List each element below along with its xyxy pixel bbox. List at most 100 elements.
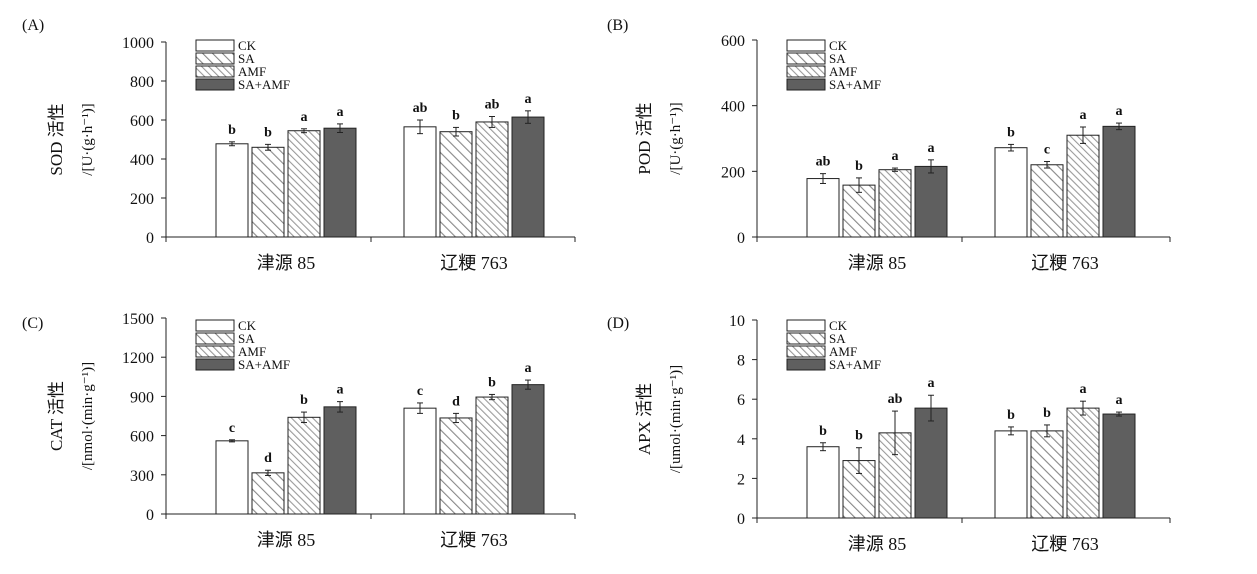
x-tick-label: 津源 85 xyxy=(257,253,316,273)
bar-sa-2 xyxy=(439,417,473,515)
bar-sa-1 xyxy=(251,146,285,238)
chart-panel-1: (A) 0 200 400 600 800 1000 SOD 活性 /[U·(g·h⁻¹)] b b… xyxy=(22,17,576,273)
significance-letter: a xyxy=(525,92,532,107)
bar-sa-amf-2 xyxy=(511,384,545,515)
bar-sa-amf-1 xyxy=(323,127,357,238)
bar-amf-1 xyxy=(287,416,321,515)
bar-amf-1 xyxy=(878,169,912,238)
chart-panel-3: (C) 0 300 600 900 1200 1500 CAT 活性 /[nmol·(min·g… xyxy=(22,311,576,550)
legend-swatch xyxy=(786,358,826,371)
y-axis-label: SOD 活性 xyxy=(47,103,66,175)
significance-letter: b xyxy=(452,108,460,123)
y-tick-label: 1000 xyxy=(122,35,154,52)
bar-sa-amf-2 xyxy=(1102,125,1136,238)
bar-ck-2 xyxy=(994,430,1028,519)
bar-sa-2 xyxy=(1030,164,1064,238)
bar-sa-1 xyxy=(842,184,876,238)
legend-entry: AMF xyxy=(238,344,266,359)
panel-label: (A) xyxy=(22,17,44,34)
significance-letter: a xyxy=(1080,108,1087,123)
bar-ck-2 xyxy=(994,147,1028,238)
y-tick-label: 10 xyxy=(729,313,745,330)
y-axis-label: POD 活性 xyxy=(635,102,654,174)
x-tick-label: 辽粳 763 xyxy=(1031,253,1099,273)
y-tick-label: 0 xyxy=(737,230,745,247)
significance-letter: a xyxy=(525,361,532,376)
legend-swatch xyxy=(195,78,235,91)
y-tick-label: 800 xyxy=(130,74,154,91)
bar-amf-2 xyxy=(475,121,509,238)
x-tick-label: 辽粳 763 xyxy=(1031,534,1099,554)
legend-entry: AMF xyxy=(829,64,857,79)
panel-label: (B) xyxy=(607,17,628,34)
legend-swatch xyxy=(786,39,826,52)
y-tick-label: 0 xyxy=(146,230,154,247)
legend-entry: SA+AMF xyxy=(238,357,290,372)
x-tick-label: 津源 85 xyxy=(848,534,907,554)
legend-swatch xyxy=(786,345,826,358)
y-tick-label: 4 xyxy=(737,432,745,449)
legend-swatch xyxy=(195,358,235,371)
significance-letter: b xyxy=(488,375,496,390)
legend-entry: SA xyxy=(238,51,255,66)
legend-swatch xyxy=(786,65,826,78)
significance-letter: c xyxy=(229,421,235,436)
y-tick-label: 600 xyxy=(130,429,154,446)
bar-ck-2 xyxy=(403,407,437,515)
y-tick-label: 1200 xyxy=(122,350,154,367)
legend-swatch xyxy=(195,65,235,78)
significance-letter: a xyxy=(1116,104,1123,119)
bar-amf-2 xyxy=(475,396,509,515)
bar-sa-amf-2 xyxy=(511,116,545,238)
significance-letter: b xyxy=(1007,408,1015,423)
bar-sa-amf-1 xyxy=(914,165,948,238)
significance-letter: a xyxy=(301,110,308,125)
significance-letter: ab xyxy=(485,97,500,112)
y-tick-label: 0 xyxy=(146,507,154,524)
significance-letter: a xyxy=(928,376,935,391)
y-tick-label: 400 xyxy=(130,152,154,169)
y-axis-unit-label: /[U·(g·h⁻¹)] xyxy=(668,102,684,174)
significance-letter: b xyxy=(819,424,827,439)
y-tick-label: 600 xyxy=(721,33,745,50)
y-tick-label: 0 xyxy=(737,511,745,528)
y-tick-label: 200 xyxy=(130,191,154,208)
bar-sa-2 xyxy=(439,131,473,238)
bar-sa-amf-1 xyxy=(914,407,948,519)
y-axis-unit-label: /[U·(g·h⁻¹)] xyxy=(80,103,96,175)
y-axis-unit-label: /[umol·(min·g⁻¹)] xyxy=(668,365,684,473)
legend-swatch xyxy=(195,319,235,332)
significance-letter: a xyxy=(337,105,344,120)
y-tick-label: 600 xyxy=(130,113,154,130)
bar-sa-amf-1 xyxy=(323,406,357,515)
legend-entry: CK xyxy=(238,38,257,53)
significance-letter: b xyxy=(228,123,236,138)
legend-swatch xyxy=(195,39,235,52)
significance-letter: b xyxy=(1007,125,1015,140)
significance-letter: a xyxy=(892,149,899,164)
legend-entry: AMF xyxy=(238,64,266,79)
bar-sa-amf-2 xyxy=(1102,413,1136,519)
significance-letter: a xyxy=(1080,382,1087,397)
significance-letter: c xyxy=(417,384,423,399)
legend-swatch xyxy=(786,332,826,345)
significance-letter: b xyxy=(855,429,863,444)
bar-ck-1 xyxy=(806,178,840,238)
y-axis-label: APX 活性 xyxy=(635,383,654,455)
bar-amf-1 xyxy=(287,130,321,238)
significance-letter: a xyxy=(1116,393,1123,408)
bar-sa-1 xyxy=(251,472,285,515)
legend-swatch xyxy=(786,319,826,332)
bar-amf-2 xyxy=(1066,407,1100,519)
legend-swatch xyxy=(195,345,235,358)
legend-entry: SA+AMF xyxy=(829,77,881,92)
legend-entry: SA xyxy=(829,331,846,346)
x-tick-label: 辽粳 763 xyxy=(440,253,508,273)
y-tick-label: 400 xyxy=(721,99,745,116)
significance-letter: a xyxy=(928,141,935,156)
